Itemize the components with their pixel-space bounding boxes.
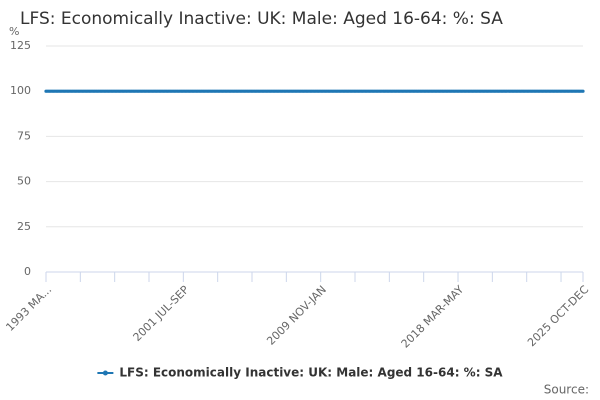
x-tick-label: 2018 MAR-MAY (399, 283, 467, 351)
y-axis-label: % (9, 25, 19, 38)
y-tick-label: 75 (17, 129, 31, 142)
legend-marker (102, 370, 108, 376)
x-tick-label: 1993 MA... (3, 283, 54, 334)
x-tick-label: 2025 OCT-DEC (525, 283, 591, 349)
y-tick-label: 25 (17, 220, 31, 233)
x-tick-label: 2001 JUL-SEP (131, 283, 192, 344)
point (581, 89, 585, 93)
chart-title: LFS: Economically Inactive: UK: Male: Ag… (20, 9, 503, 29)
source: Source: (544, 383, 589, 397)
legend-label: LFS: Economically Inactive: UK: Male: Ag… (119, 366, 503, 380)
y-tick-label: 100 (10, 84, 31, 97)
y-tick-label: 50 (17, 175, 31, 188)
x-tick-label: 2009 NOV-JAN (264, 283, 329, 348)
y-tick-label: 0 (24, 265, 31, 278)
y-tick-label: 125 (10, 39, 31, 52)
